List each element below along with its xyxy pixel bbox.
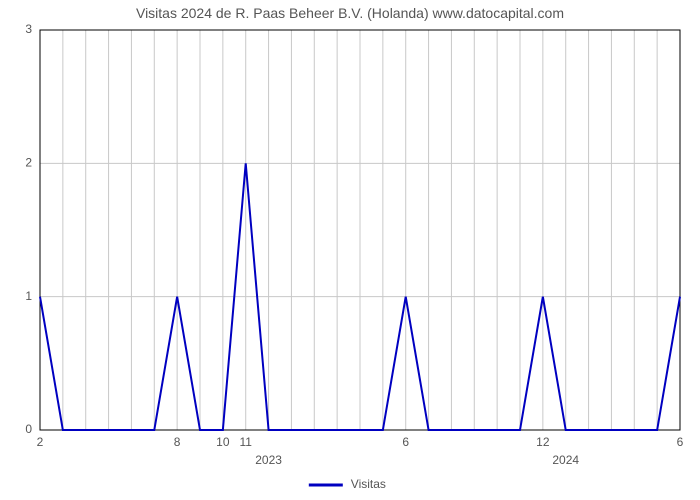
x-tick-label: 12 (536, 435, 550, 449)
y-tick-label: 2 (25, 156, 32, 170)
line-chart: 0123281011612620232024 Visitas (0, 0, 700, 500)
labels-layer: 0123281011612620232024 (25, 22, 683, 467)
x-tick-label: 10 (216, 435, 230, 449)
y-tick-label: 3 (25, 22, 32, 36)
x-tick-label: 11 (239, 435, 252, 449)
legend-layer: Visitas (309, 477, 386, 491)
legend-label: Visitas (351, 477, 386, 491)
x-tick-label: 8 (174, 435, 181, 449)
x-tick-label: 2 (37, 435, 44, 449)
chart-container: Visitas 2024 de R. Paas Beheer B.V. (Hol… (0, 0, 700, 500)
x-group-label: 2024 (552, 453, 579, 467)
y-tick-label: 0 (25, 422, 32, 436)
x-tick-label: 6 (677, 435, 684, 449)
x-tick-label: 6 (402, 435, 409, 449)
x-group-label: 2023 (255, 453, 282, 467)
grid-layer (40, 30, 680, 430)
y-tick-label: 1 (25, 289, 32, 303)
